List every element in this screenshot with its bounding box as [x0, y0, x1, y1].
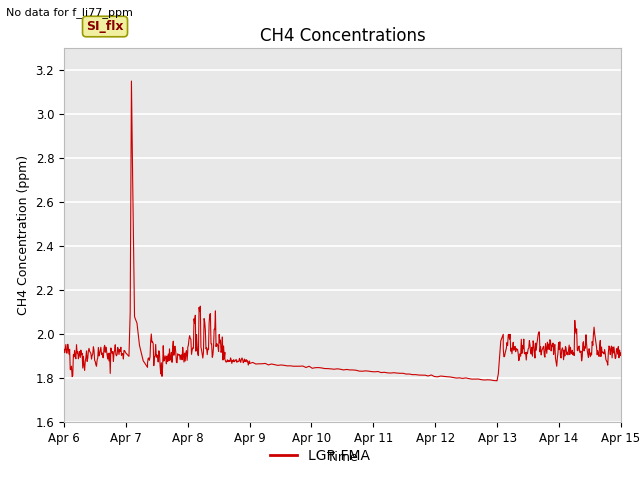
X-axis label: Time: Time: [327, 451, 358, 464]
Title: CH4 Concentrations: CH4 Concentrations: [260, 27, 425, 45]
Text: No data for f_li77_ppm: No data for f_li77_ppm: [6, 7, 133, 18]
Legend: LGR FMA: LGR FMA: [264, 443, 376, 468]
Y-axis label: CH4 Concentration (ppm): CH4 Concentration (ppm): [17, 155, 30, 315]
Text: SI_flx: SI_flx: [86, 20, 124, 33]
